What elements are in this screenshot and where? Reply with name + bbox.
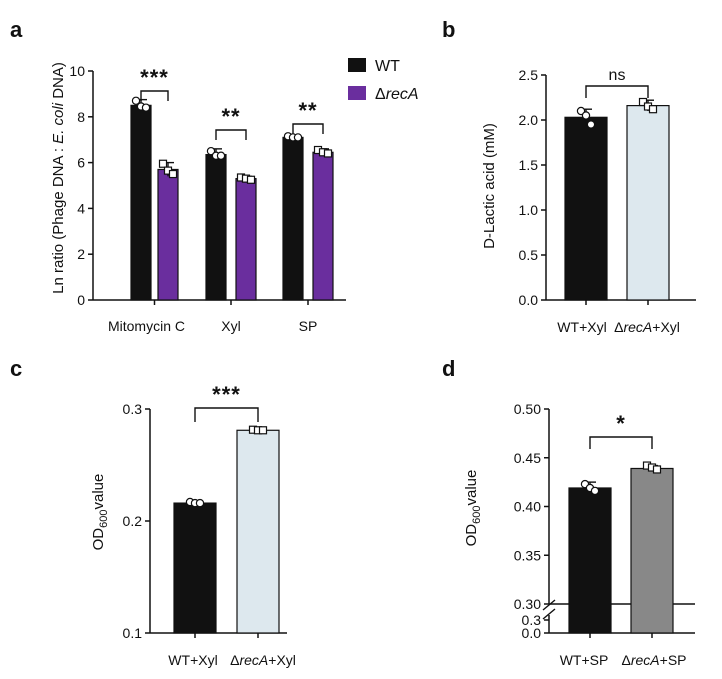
category-label-d-wt: WT+SP [560,652,609,668]
category-label-d-recA: ΔrecA+SP [621,652,686,668]
panel-a-significance-bracket-label: *** [140,65,169,90]
panel-a-point-recA [323,149,333,158]
panel-b-point-recA [648,105,658,114]
legend-swatch-recA [348,86,366,100]
panel-c-significance-bracket [194,407,259,422]
legend-label-wt: WT [375,58,400,75]
panel-b-y-tick-label: 2.0 [519,112,539,128]
panel-a-bar-recA [235,178,257,301]
panel-d-y-tick-label: 0.35 [514,547,541,563]
y-axis-label-b: D-Lactic acid (mM) [481,123,498,249]
panel-a-point-wt [216,151,226,160]
panel-b-significance-bracket [585,85,649,98]
y-axis-label-d: OD600value [463,470,483,547]
panel-d-y-tick-label-lower: 0.3 [522,612,542,628]
panel-c-y-tick-label: 0.1 [123,625,143,641]
panel-a-point-wt [141,103,151,112]
panel-d-bar-recA [630,467,674,634]
panel-a-point-wt [293,133,303,142]
panel-b-y-tick-label: 1.5 [519,157,539,173]
panel-a-y-tick-label: 0 [77,292,85,308]
panel-label-c: c [10,356,22,381]
panel-a-y-tick-label: 4 [77,200,85,216]
category-label-c-wt: WT+Xyl [168,652,217,668]
y-axis-label-a: Ln ratio (Phage DNA : E. coli DNA) [50,62,67,294]
panel-a-y-tick-label: 8 [77,109,85,125]
panel-a-y-tick-label: 10 [69,63,85,79]
panel-c-significance-bracket-label: *** [212,382,241,407]
panel-label-b: b [442,17,455,42]
panel-d-y-tick-label-lower: 0.0 [522,625,542,641]
panel-b-y-tick-label: 2.5 [519,67,539,83]
panel-c-y-tick-label: 0.2 [123,513,143,529]
panel-a-bar-wt [130,104,152,301]
panel-a-bar-wt [282,136,304,301]
panel-d-bar-wt [568,487,612,634]
panel-d-significance-bracket-label: * [616,411,626,436]
category-label-b-recA: ΔrecA+Xyl [614,319,680,335]
panel-b-y-tick-label: 0.0 [519,292,539,308]
panel-d-point-wt [590,486,600,496]
panel-d-y-tick-label: 0.50 [514,401,541,417]
legend-swatch-wt [348,58,366,72]
panel-a-point-recA [246,175,256,184]
category-label-b-wt: WT+Xyl [557,319,606,335]
panel-b-point-wt [581,111,591,120]
panel-b-y-tick-label: 1.0 [519,202,539,218]
panel-d-point-recA [652,465,662,474]
panel-d-y-tick-label: 0.30 [514,596,541,612]
panel-a-point-wt [206,146,216,156]
panel-a-significance-bracket [292,123,324,134]
panel-a-category-label: SP [299,318,318,334]
panel-b-point-wt [586,120,596,129]
y-axis-label-c: OD600value [90,474,110,551]
panel-a-bar-wt [205,153,227,301]
panel-a-bar-recA [312,151,334,301]
panel-c-y-tick-label: 0.3 [123,401,143,417]
panel-a-point-recA [168,169,178,179]
panel-a-significance-bracket [140,90,169,101]
panel-a-y-tick-label: 6 [77,155,85,171]
panel-b-y-tick-label: 0.5 [519,247,539,263]
panel-label-d: d [442,356,455,381]
panel-a-significance-bracket-label: ** [221,104,240,129]
panel-b-bar-wt [564,116,608,301]
panel-b-bar-recA [626,104,670,301]
panel-c-point-wt [195,498,205,508]
panel-a-category-label: Xyl [221,318,240,334]
panel-a-category-label: Mitomycin C [108,318,185,334]
panel-a-point-wt [131,96,141,105]
panel-a-point-recA [158,159,168,168]
panel-c-bar-recA [236,429,280,634]
panel-d-y-tick-label: 0.45 [514,450,541,466]
panel-a-y-tick-label: 2 [77,246,85,262]
category-label-c-recA: ΔrecA+Xyl [230,652,296,668]
panel-a-significance-bracket-label: ** [298,98,317,123]
panel-d-axis-break [542,599,556,620]
panel-a-significance-bracket [215,129,247,140]
panel-d-y-tick-label: 0.40 [514,499,541,515]
panel-c-point-recA [258,426,268,435]
panel-b-significance-bracket-label: ns [609,67,626,84]
panel-a-bar-recA [157,168,179,301]
legend-label-recA: ΔrecA [375,86,419,103]
panel-b-point-recA [638,97,648,107]
panel-c-bar-wt [173,502,217,634]
panel-d-significance-bracket [589,436,653,449]
panel-label-a: a [10,17,23,42]
